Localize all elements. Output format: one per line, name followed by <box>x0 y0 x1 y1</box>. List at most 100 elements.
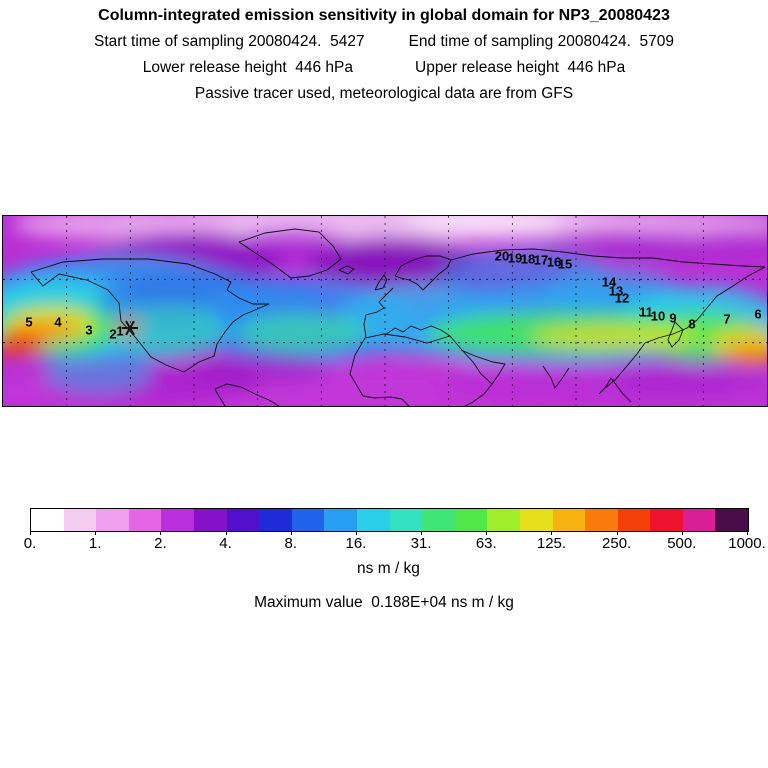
colorbar-labels: 0. 1. 2. 4. 8. 16. 31. 63. 125. 250. 500. 1000. <box>24 535 766 553</box>
tracer-label: Passive tracer used, meteorological data… <box>194 85 574 102</box>
track-point-label: 1 <box>116 323 123 338</box>
track-point-label: 15 <box>558 256 572 271</box>
colorbar-cell <box>161 509 194 531</box>
map-plot: 5 4 3 2 1 20 19 18 17 16 15 14 13 12 11 10 9 8 7 6 <box>2 215 768 407</box>
coastline <box>598 266 766 403</box>
colorbar-tick-label: 125. <box>536 535 567 552</box>
colorbar-cell <box>356 509 390 531</box>
lower-release-label: Lower release height 446 hPa <box>142 59 353 76</box>
colorbar-tick-label: 250. <box>602 535 632 552</box>
track-point-label: 7 <box>723 311 730 326</box>
colorbar-cell <box>422 509 455 531</box>
field-blob <box>530 325 700 349</box>
track-point-label: 9 <box>669 310 676 325</box>
colorbar-tick-label: 31. <box>410 535 432 552</box>
graticule <box>3 216 767 406</box>
star-ray <box>125 320 135 336</box>
start-time-label: Start time of sampling 20080424. 5427 <box>94 33 365 50</box>
colorbar-tick <box>225 531 227 535</box>
field-blob <box>236 313 366 353</box>
field-blob <box>729 345 767 365</box>
track-point-label: 13 <box>609 283 623 298</box>
colorbar-tick-label: 500. <box>667 535 697 552</box>
track-point-label: 2 <box>109 326 116 341</box>
coastline <box>394 255 452 291</box>
colorbar-tick <box>551 531 553 535</box>
field-blob <box>3 334 46 356</box>
track-point-label: 6 <box>754 306 761 321</box>
colorbar-tick <box>290 531 292 535</box>
colorbar-cell <box>487 509 520 531</box>
coastline <box>214 383 280 406</box>
colorbar-tick <box>355 531 357 535</box>
colorbar-cell <box>324 509 357 531</box>
colorbar-cell <box>291 509 325 531</box>
release-height-line: Lower release height 446 hPa Upper relea… <box>0 59 768 77</box>
tracer-info-line: Passive tracer used, meteorological data… <box>0 85 768 103</box>
coastline <box>338 265 388 291</box>
colorbar-tick <box>747 531 748 535</box>
coastline <box>238 228 342 279</box>
colorbar-tick <box>160 531 162 535</box>
coastline <box>460 349 570 389</box>
colorbar-cell <box>193 509 227 531</box>
track-point-label: 5 <box>25 314 32 329</box>
colorbar-tick <box>30 531 31 535</box>
colorbar-cell <box>389 509 423 531</box>
track-point-label: 19 <box>508 250 522 265</box>
sampling-time-line: Start time of sampling 20080424. 5427 En… <box>0 33 768 51</box>
colorbar-tick-label: 63. <box>475 535 497 552</box>
colorbar-cell <box>650 509 683 531</box>
track-point-label: 14 <box>602 274 617 289</box>
colorbar-cell <box>454 509 488 531</box>
track-point-label: 16 <box>547 254 561 269</box>
emission-field <box>3 216 767 406</box>
colorbar-cell <box>63 509 97 531</box>
field-blob <box>193 352 333 384</box>
field-blob <box>308 237 478 289</box>
colorbar-tick <box>95 531 97 535</box>
max-value-label: Maximum value 0.188E+04 ns m / kg <box>254 594 514 611</box>
colorbar-cell <box>96 509 129 531</box>
track-point-label: 8 <box>688 316 695 331</box>
track-point-label: 10 <box>651 308 665 323</box>
track-point-label: 4 <box>54 314 62 329</box>
colorbar <box>30 508 749 532</box>
colorbar-cell <box>31 509 64 531</box>
colorbar-ticks <box>30 531 748 535</box>
field-blob <box>43 354 153 394</box>
colorbar-cell <box>519 509 553 531</box>
colorbar-cell <box>585 509 618 531</box>
colorbar-cell <box>617 509 651 531</box>
colorbar-tick-label: 8. <box>284 535 297 552</box>
coastline <box>667 321 684 348</box>
track-point-label: 20 <box>495 248 509 263</box>
page-title: Column-integrated emission sensitivity i… <box>98 7 670 24</box>
plot-header: Column-integrated emission sensitivity i… <box>0 7 768 103</box>
coastline <box>30 258 270 373</box>
colorbar-tick-label: 1000. <box>728 535 766 552</box>
coastline <box>363 287 451 338</box>
end-time-label: End time of sampling 20080424. 5709 <box>408 33 674 50</box>
coastlines <box>30 228 766 406</box>
colorbar-tick-label: 2. <box>154 535 167 552</box>
colorbar-cell <box>259 509 292 531</box>
units-label: ns m / kg <box>357 560 420 577</box>
colorbar-tick <box>421 531 423 535</box>
colorbar-tick-label: 1. <box>88 535 102 552</box>
field-blob <box>403 216 563 232</box>
colorbar-cell <box>552 509 586 531</box>
colorbar-tick-label: 4. <box>219 535 232 552</box>
coastline <box>450 248 766 268</box>
colorbar-cell <box>682 509 716 531</box>
field-blob <box>108 305 228 357</box>
track-point-label: 3 <box>85 322 92 337</box>
upper-release-label: Upper release height 446 hPa <box>415 59 626 76</box>
track-point-label: 18 <box>521 251 535 266</box>
colorbar-tick <box>616 531 618 535</box>
colorbar-cell <box>226 509 260 531</box>
colorbar-tick-label: 0. <box>23 535 37 552</box>
